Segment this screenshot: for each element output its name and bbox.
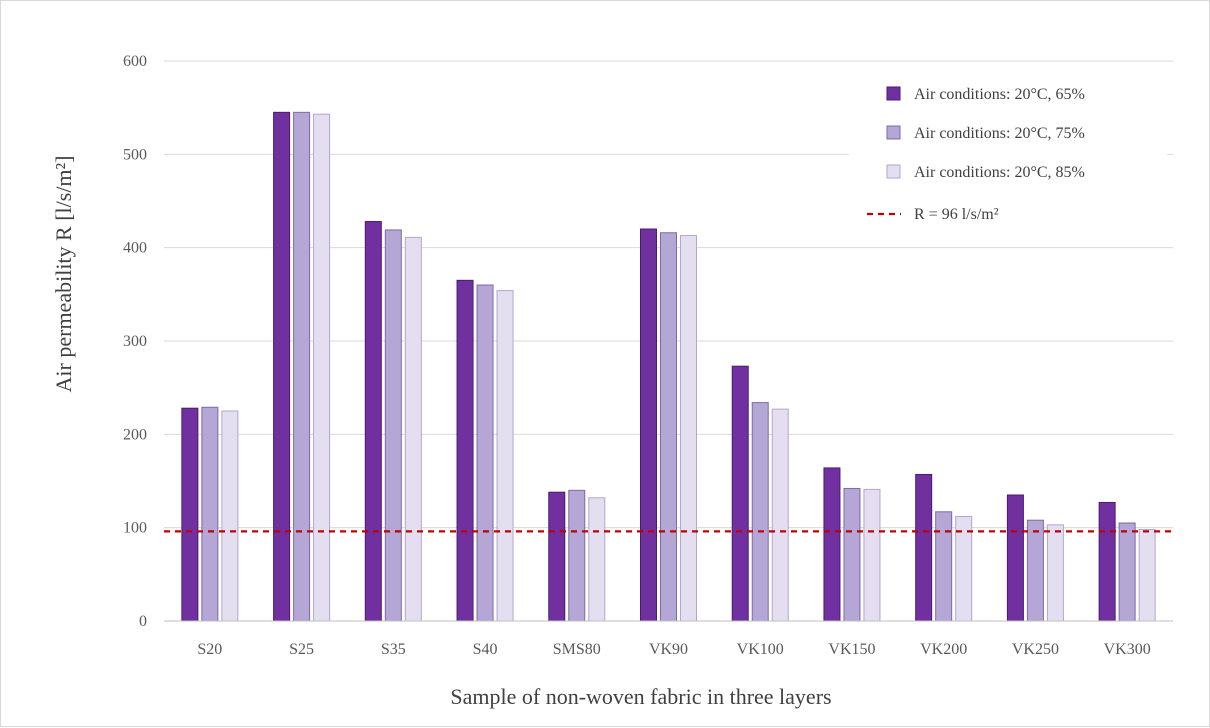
x-tick-label: VK90 — [649, 641, 688, 658]
legend-swatch — [886, 86, 901, 101]
x-tick-label: S25 — [289, 641, 314, 658]
x-tick-label: VK100 — [737, 641, 784, 658]
bar-vk150-series-3 — [863, 488, 881, 622]
bars — [181, 111, 1156, 622]
bar-sms80-series-1 — [548, 491, 566, 622]
bar-vk300-series-1 — [1098, 501, 1116, 622]
y-tick-label: 300 — [123, 333, 147, 350]
x-tick-label: S20 — [197, 641, 222, 658]
bar-s25-series-3 — [313, 113, 331, 622]
bar-vk90-series-3 — [680, 235, 697, 622]
bar-s40-series-1 — [456, 279, 474, 622]
bar-s35-series-2 — [384, 229, 402, 622]
bar-vk200-series-2 — [935, 511, 953, 622]
legend-label: Air conditions: 20°C, 65% — [914, 86, 1085, 103]
y-tick-label: 0 — [139, 613, 147, 630]
bar-s35-series-3 — [404, 236, 422, 622]
bar-vk100-series-2 — [751, 402, 769, 622]
y-tick-label: 600 — [123, 53, 147, 70]
bar-vk250-series-3 — [1046, 524, 1064, 622]
bar-vk90-series-2 — [660, 232, 677, 622]
y-tick-label: 500 — [123, 146, 147, 163]
bar-s20-series-1 — [181, 407, 199, 622]
legend-reference-label: R = 96 l/s/m² — [914, 206, 999, 223]
y-axis-title: Air permeability R [l/s/m²] — [51, 156, 76, 393]
bar-s20-series-2 — [201, 406, 219, 622]
legend-label: Air conditions: 20°C, 85% — [914, 164, 1085, 181]
legend-label: Air conditions: 20°C, 75% — [914, 125, 1085, 142]
bar-s40-series-2 — [476, 284, 494, 622]
bar-sms80-series-2 — [568, 489, 586, 622]
bar-s40-series-3 — [496, 290, 514, 622]
x-tick-label: VK250 — [1012, 641, 1059, 658]
bar-sms80-series-3 — [588, 497, 606, 622]
x-axis-ticks: S20 S25 S35 S40 SMS80 VK90 VK100 VK150 VK200 VK25… — [197, 641, 1150, 658]
bar-vk90-series-1 — [640, 228, 657, 622]
bar-vk250-series-2 — [1026, 519, 1044, 622]
y-tick-label: 400 — [123, 240, 147, 257]
legend: Air conditions: 20°C, 65% Air conditions:… — [849, 73, 1167, 241]
bar-s20-series-3 — [221, 410, 239, 622]
x-axis-title: Sample of non-woven fabric in three laye… — [450, 684, 831, 709]
legend-background — [849, 73, 1167, 241]
bar-s25-series-1 — [273, 111, 291, 622]
bar-vk150-series-2 — [843, 487, 861, 622]
y-axis-ticks: 0 100 200 300 400 500 600 — [123, 53, 147, 630]
x-tick-label: VK150 — [828, 641, 875, 658]
y-tick-label: 100 — [123, 520, 147, 537]
legend-swatch — [886, 125, 901, 140]
legend-swatch — [886, 164, 901, 179]
x-tick-label: VK300 — [1104, 641, 1151, 658]
bar-vk250-series-1 — [1006, 494, 1024, 622]
bar-s35-series-1 — [364, 221, 382, 622]
bar-s25-series-2 — [293, 111, 311, 622]
bar-vk300-series-2 — [1118, 522, 1136, 622]
x-tick-label: SMS80 — [553, 641, 601, 658]
bar-vk150-series-1 — [823, 467, 841, 622]
y-tick-label: 200 — [123, 426, 147, 443]
bar-vk100-series-1 — [731, 365, 749, 622]
bar-vk300-series-3 — [1138, 529, 1156, 622]
x-tick-label: S35 — [381, 641, 406, 658]
x-tick-label: VK200 — [920, 641, 967, 658]
bar-vk200-series-1 — [915, 473, 933, 622]
x-tick-label: S40 — [473, 641, 498, 658]
bar-vk100-series-3 — [771, 408, 789, 622]
